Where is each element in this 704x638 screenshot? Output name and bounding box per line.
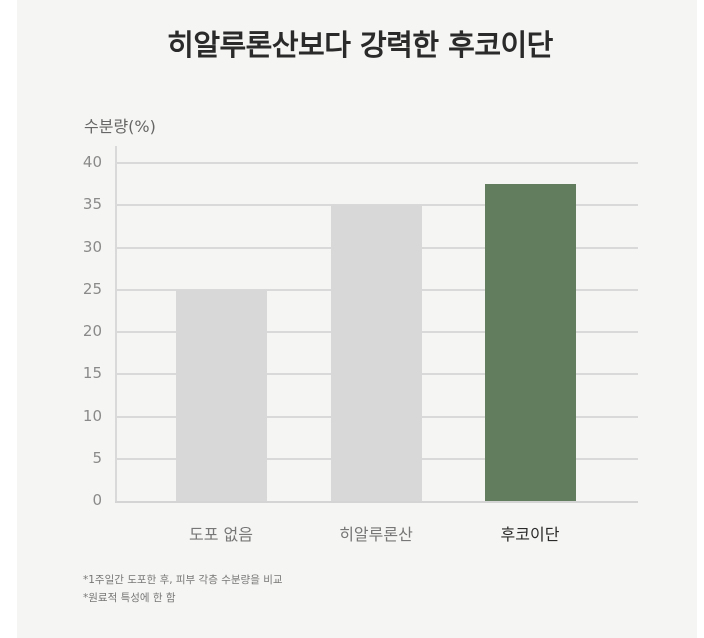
y-tick-label: 35 [82,195,102,214]
bar-0 [175,289,267,501]
gridline [116,162,638,164]
bar-1 [330,205,422,501]
footnote-2: *원료적 특성에 한 함 [83,592,176,604]
y-tick-label: 10 [82,406,102,425]
y-tick-label: 20 [82,322,102,340]
bar-2 [484,184,576,501]
x-category-label: 후코이단 [500,525,560,544]
y-tick-label: 25 [82,279,102,298]
y-axis-label: 수분량(%) [84,117,156,136]
y-tick-label: 5 [92,448,102,467]
x-axis-line [115,501,638,503]
y-tick-label: 15 [82,364,102,383]
x-category-label: 도포 없음 [189,525,253,544]
chart-title: 히알루론산보다 강력한 후코이단 [167,28,553,62]
x-category-label: 히알루론산 [339,525,413,544]
y-tick-label: 30 [82,237,102,256]
footnote-1: *1주일간 도포한 후, 피부 각층 수분량을 비교 [83,574,283,586]
y-axis-line [115,146,117,502]
y-tick-label: 40 [82,153,102,171]
y-tick-label: 0 [92,491,102,509]
